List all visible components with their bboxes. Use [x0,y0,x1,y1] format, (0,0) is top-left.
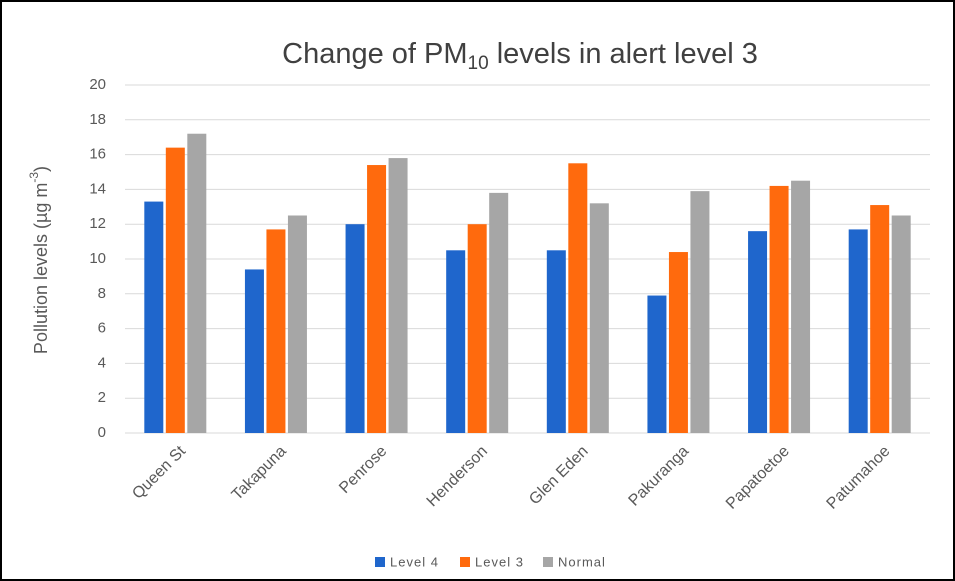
y-tick-label: 0 [98,424,106,441]
chart-title: Change of PM10 levels in alert level 3 [282,38,758,74]
title-subscript: 10 [468,53,489,74]
y-axis-label: Pollution levels (µg m-3) [27,166,51,354]
title-rest: levels in alert level 3 [489,38,758,70]
legend-swatch [375,557,385,567]
y-label-superscript: -3 [27,172,41,183]
bar [446,250,466,433]
y-tick-label: 4 [98,354,106,371]
bar [345,224,365,433]
y-tick-label: 2 [98,389,106,406]
title-main: Change of PM [282,38,467,70]
y-label-main: Pollution levels (µg m [31,183,51,354]
y-tick-label: 14 [89,180,106,197]
y-tick-label: 12 [89,215,106,232]
bar [769,185,789,433]
bar [144,201,164,433]
legend-label: Normal [558,554,606,569]
bar [266,229,286,433]
y-tick-label: 8 [98,285,106,302]
bar [748,231,768,433]
y-tick-label: 16 [89,146,106,163]
bar [870,205,890,433]
legend-label: Level 3 [475,554,524,569]
y-tick-label: 6 [98,320,106,337]
legend-swatch [543,557,553,567]
bar [467,224,487,433]
bar [568,163,588,434]
legend-swatch [460,557,470,567]
bar [287,215,307,433]
bar [187,133,207,433]
bar [546,250,566,433]
bar [791,180,811,433]
bar [690,191,710,433]
bar [891,215,911,433]
y-tick-label: 18 [89,111,106,128]
bar [165,147,185,433]
bar [647,295,667,433]
bar [489,192,509,433]
bar [668,252,688,433]
bar [388,158,408,433]
bar [589,203,609,433]
y-tick-label: 20 [89,76,106,93]
y-label-rest: ) [31,166,51,172]
bar [848,229,868,433]
bar [367,165,387,434]
y-tick-label: 10 [89,250,106,267]
legend-label: Level 4 [390,554,439,569]
bar [244,269,264,433]
